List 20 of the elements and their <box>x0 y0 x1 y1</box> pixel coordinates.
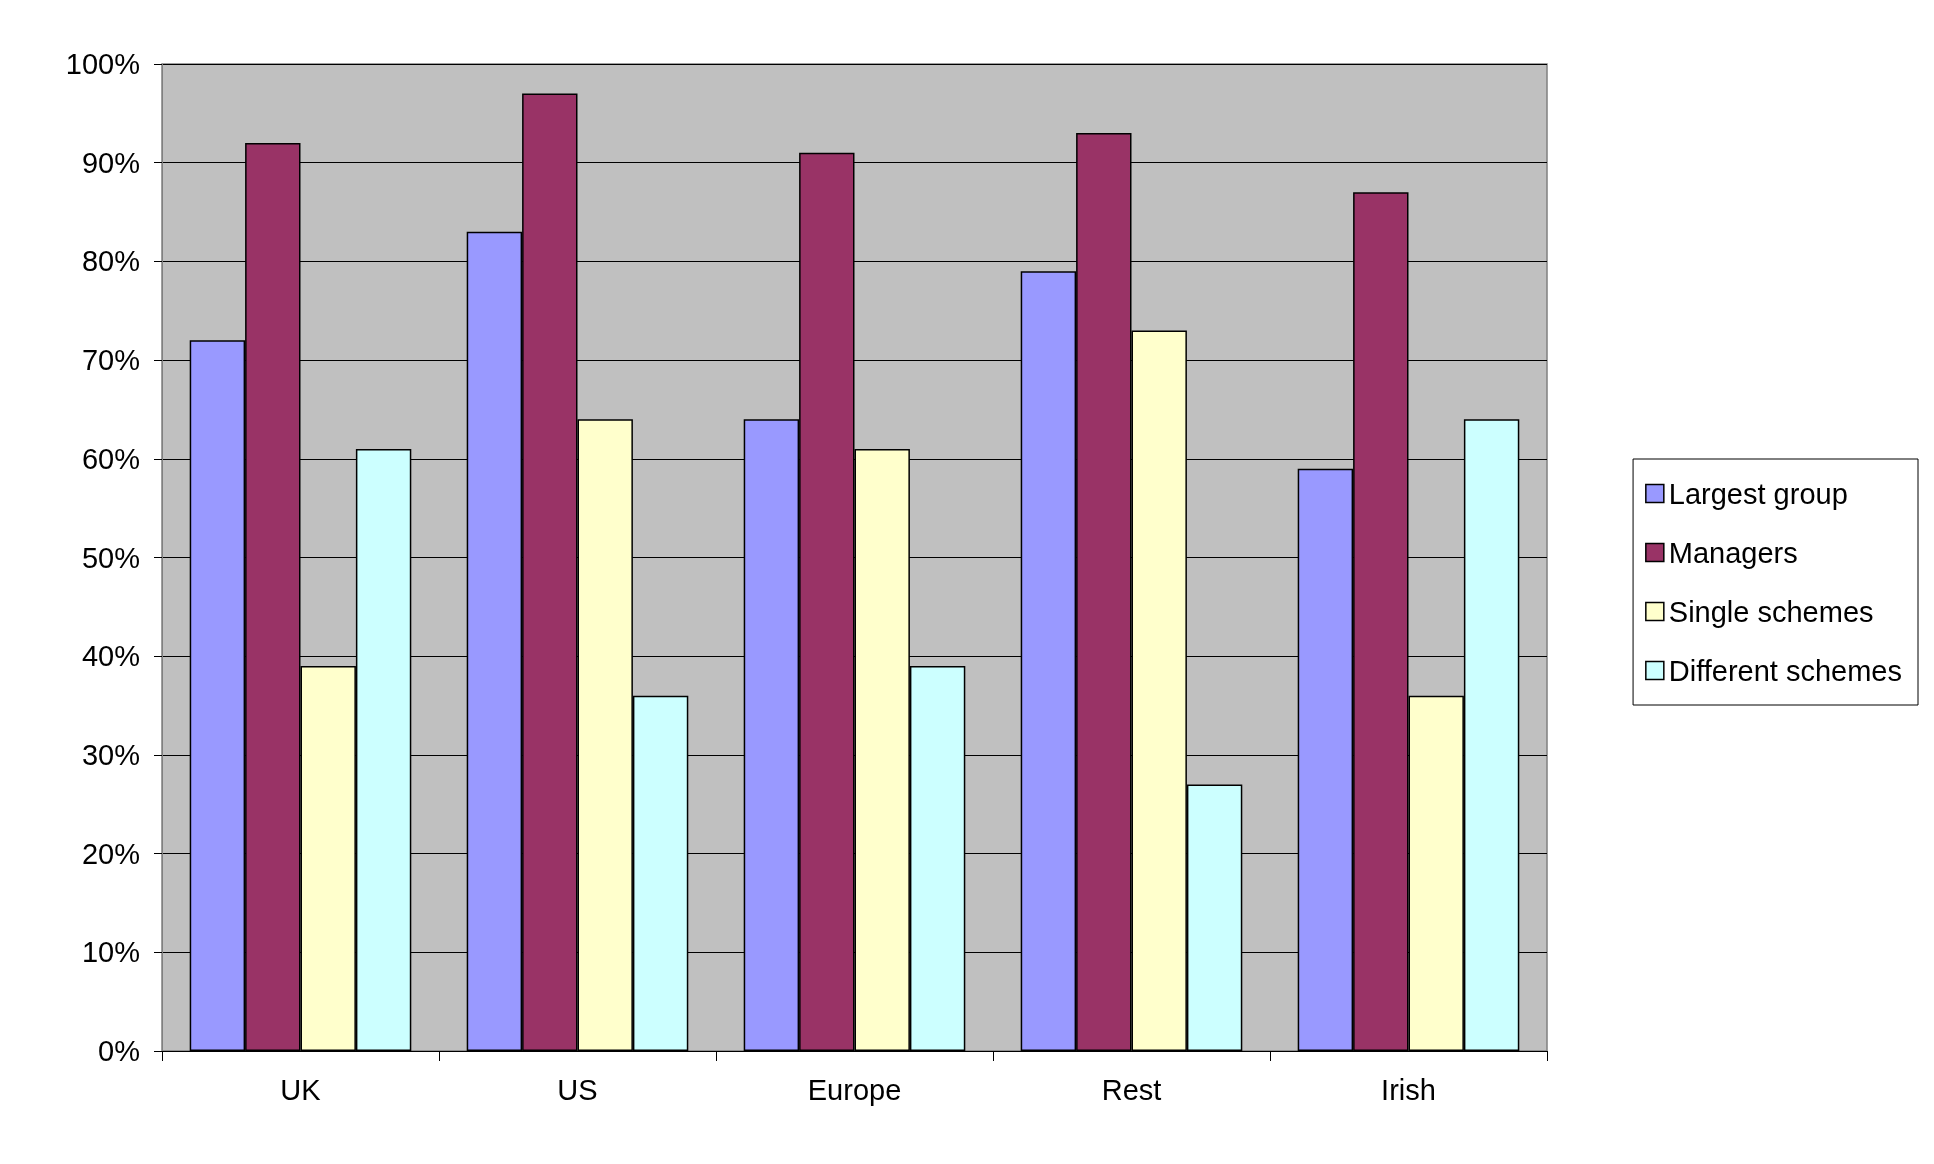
x-tick-label: US <box>557 1073 598 1106</box>
x-tick-label: Irish <box>1381 1073 1436 1106</box>
y-tick-label: 100% <box>65 48 140 80</box>
legend-label: Managers <box>1668 536 1798 569</box>
y-tick-label: 10% <box>81 936 140 969</box>
y-tick-label: 90% <box>81 146 140 179</box>
y-tick-label: 80% <box>81 245 140 278</box>
y-tick-label: 40% <box>81 640 140 673</box>
y-tick-label: 0% <box>98 1035 140 1067</box>
y-tick-label: 50% <box>81 541 140 574</box>
x-tick-label: Europe <box>807 1073 902 1106</box>
y-tick-label: 30% <box>81 738 140 771</box>
y-tick-label: 20% <box>81 837 140 870</box>
y-tick-label: 70% <box>81 344 140 377</box>
x-tick-label: UK <box>280 1073 322 1106</box>
legend-label: Largest group <box>1668 477 1848 510</box>
legend-label: Single schemes <box>1668 595 1874 628</box>
y-tick-label: 60% <box>81 442 140 475</box>
x-tick-label: Rest <box>1101 1073 1162 1106</box>
legend-label: Different schemes <box>1668 654 1903 687</box>
